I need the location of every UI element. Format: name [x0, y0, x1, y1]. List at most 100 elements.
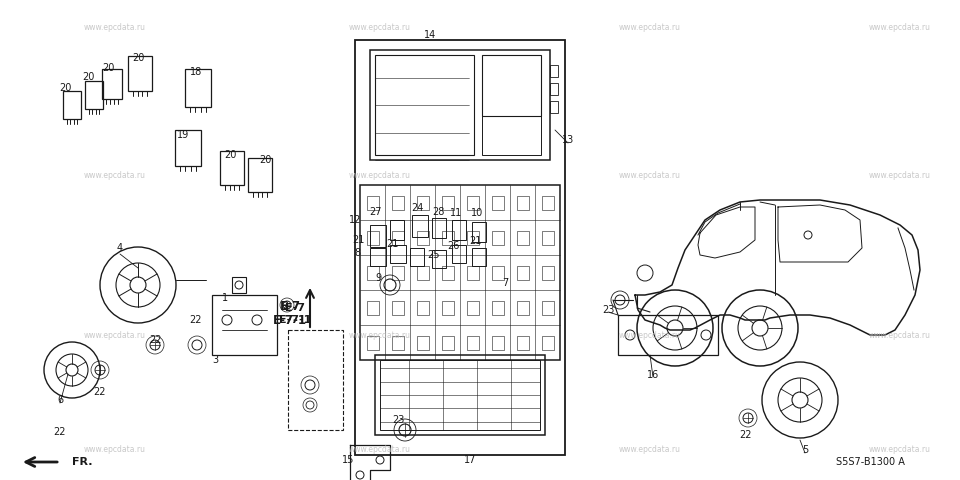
Text: E-7: E-7	[285, 303, 305, 313]
Text: www.epcdata.ru: www.epcdata.ru	[869, 445, 931, 455]
Bar	[390, 245, 406, 263]
Bar	[492, 265, 503, 279]
Text: 20: 20	[82, 72, 94, 82]
Text: 20: 20	[59, 83, 71, 93]
Bar	[482, 55, 541, 116]
Text: 23: 23	[602, 305, 614, 315]
Bar	[360, 185, 560, 360]
Bar	[392, 336, 403, 349]
Bar	[516, 230, 529, 244]
Text: 20: 20	[132, 53, 144, 63]
Bar	[442, 265, 453, 279]
Text: 3: 3	[212, 355, 218, 365]
Bar	[63, 91, 81, 119]
Text: www.epcdata.ru: www.epcdata.ru	[349, 24, 411, 33]
Bar	[467, 336, 478, 349]
Text: 20: 20	[259, 155, 271, 165]
Bar	[288, 330, 343, 430]
Bar	[175, 130, 201, 166]
Bar	[248, 158, 272, 192]
Text: 13: 13	[562, 135, 574, 145]
Text: E-7-1: E-7-1	[278, 315, 311, 325]
Text: www.epcdata.ru: www.epcdata.ru	[869, 24, 931, 33]
Text: FR.: FR.	[72, 457, 92, 467]
Text: www.epcdata.ru: www.epcdata.ru	[619, 445, 681, 455]
Bar	[410, 248, 424, 266]
Bar	[492, 300, 503, 314]
Text: 7: 7	[502, 278, 508, 288]
Text: 22: 22	[54, 427, 66, 437]
Bar	[390, 220, 404, 240]
Bar	[355, 40, 565, 455]
Bar	[467, 300, 478, 314]
Text: 22: 22	[189, 315, 202, 325]
Text: www.epcdata.ru: www.epcdata.ru	[84, 24, 146, 33]
Bar	[467, 230, 478, 244]
Bar	[392, 300, 403, 314]
Text: E-7-1: E-7-1	[273, 313, 307, 326]
Text: 26: 26	[446, 241, 459, 251]
Text: 28: 28	[432, 207, 444, 217]
Text: 19: 19	[177, 130, 189, 140]
Text: 14: 14	[424, 30, 436, 40]
Bar	[482, 116, 541, 155]
Bar	[516, 300, 529, 314]
Text: 16: 16	[647, 370, 660, 380]
Bar	[618, 315, 718, 355]
Bar	[185, 69, 211, 107]
Bar	[128, 56, 152, 91]
Text: 27: 27	[369, 207, 381, 217]
Text: E-7: E-7	[279, 300, 300, 312]
Text: 25: 25	[428, 250, 441, 260]
Text: 21: 21	[351, 235, 364, 245]
Bar	[367, 300, 378, 314]
Bar	[516, 265, 529, 279]
Bar	[220, 151, 244, 185]
Text: 21: 21	[386, 239, 398, 249]
Bar	[541, 230, 554, 244]
Text: 18: 18	[190, 67, 203, 77]
Bar	[452, 220, 466, 240]
Bar	[392, 265, 403, 279]
Bar	[367, 336, 378, 349]
Text: www.epcdata.ru: www.epcdata.ru	[84, 170, 146, 180]
Bar	[550, 101, 558, 113]
Bar	[550, 65, 558, 77]
Bar	[417, 300, 428, 314]
Text: 20: 20	[224, 150, 236, 160]
Text: 17: 17	[464, 455, 476, 465]
Bar	[492, 336, 503, 349]
Text: www.epcdata.ru: www.epcdata.ru	[84, 331, 146, 339]
Bar	[467, 265, 478, 279]
Bar	[432, 250, 446, 268]
Bar	[550, 83, 558, 95]
Text: 5: 5	[802, 445, 808, 455]
Bar	[452, 245, 466, 263]
Text: 11: 11	[450, 208, 462, 218]
Text: www.epcdata.ru: www.epcdata.ru	[349, 445, 411, 455]
Text: www.epcdata.ru: www.epcdata.ru	[349, 331, 411, 339]
Bar	[467, 195, 478, 209]
Text: www.epcdata.ru: www.epcdata.ru	[84, 445, 146, 455]
Bar	[442, 336, 453, 349]
Bar	[370, 225, 386, 247]
Text: www.epcdata.ru: www.epcdata.ru	[619, 170, 681, 180]
Text: www.epcdata.ru: www.epcdata.ru	[619, 24, 681, 33]
Text: 20: 20	[102, 63, 114, 73]
Text: 10: 10	[470, 208, 483, 218]
Bar	[375, 355, 545, 435]
Bar	[367, 230, 378, 244]
Text: 22: 22	[94, 387, 107, 397]
Text: 21: 21	[468, 236, 481, 246]
Bar	[541, 336, 554, 349]
Bar	[370, 50, 550, 160]
Bar	[417, 265, 428, 279]
Bar	[472, 222, 486, 242]
Text: www.epcdata.ru: www.epcdata.ru	[619, 331, 681, 339]
Bar	[370, 248, 386, 266]
Bar	[417, 195, 428, 209]
Text: 12: 12	[348, 215, 361, 225]
Bar	[516, 336, 529, 349]
Bar	[392, 195, 403, 209]
Text: 23: 23	[392, 415, 404, 425]
